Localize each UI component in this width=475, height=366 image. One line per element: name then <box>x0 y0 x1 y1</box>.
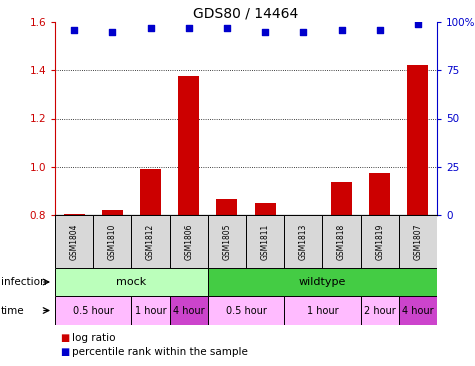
Bar <box>55 215 93 268</box>
Text: GSM1806: GSM1806 <box>184 223 193 260</box>
Bar <box>399 296 437 325</box>
Text: GSM1804: GSM1804 <box>70 223 78 260</box>
Bar <box>178 76 199 215</box>
Text: GSM1810: GSM1810 <box>108 223 117 260</box>
Text: 1 hour: 1 hour <box>135 306 166 315</box>
Bar <box>170 296 208 325</box>
Text: 1 hour: 1 hour <box>306 306 338 315</box>
Text: time: time <box>1 306 25 315</box>
Bar <box>55 296 132 325</box>
Bar <box>170 215 208 268</box>
Point <box>261 29 269 34</box>
Text: log ratio: log ratio <box>72 333 115 343</box>
Bar <box>55 268 208 296</box>
Point <box>338 27 345 33</box>
Bar <box>64 214 85 215</box>
Text: wildtype: wildtype <box>299 277 346 287</box>
Text: percentile rank within the sample: percentile rank within the sample <box>72 347 247 357</box>
Bar <box>208 296 284 325</box>
Point <box>147 25 154 31</box>
Text: ■: ■ <box>60 333 69 343</box>
Text: GSM1812: GSM1812 <box>146 223 155 259</box>
Bar <box>217 199 238 215</box>
Bar <box>140 169 161 215</box>
Text: GSM1819: GSM1819 <box>375 223 384 260</box>
Point <box>376 27 383 33</box>
Bar <box>323 215 361 268</box>
Point <box>70 27 78 33</box>
Text: GSM1811: GSM1811 <box>261 223 270 259</box>
Bar <box>132 215 170 268</box>
Bar <box>246 215 284 268</box>
Text: 4 hour: 4 hour <box>173 306 205 315</box>
Text: 4 hour: 4 hour <box>402 306 434 315</box>
Bar <box>284 296 361 325</box>
Bar <box>369 173 390 215</box>
Point <box>223 25 231 31</box>
Point <box>108 29 116 34</box>
Bar <box>331 182 352 215</box>
Text: GSM1813: GSM1813 <box>299 223 308 260</box>
Bar <box>408 66 428 215</box>
Bar <box>361 296 399 325</box>
Bar <box>255 203 276 215</box>
Bar <box>208 268 437 296</box>
Text: mock: mock <box>116 277 146 287</box>
Bar <box>132 296 170 325</box>
Text: ■: ■ <box>60 347 69 357</box>
Title: GDS80 / 14464: GDS80 / 14464 <box>193 7 299 21</box>
Bar <box>208 215 246 268</box>
Point <box>185 25 192 31</box>
Text: 2 hour: 2 hour <box>364 306 396 315</box>
Text: GSM1818: GSM1818 <box>337 223 346 259</box>
Bar <box>102 210 123 215</box>
Text: GSM1805: GSM1805 <box>222 223 231 260</box>
Bar <box>93 215 132 268</box>
Point <box>414 21 422 27</box>
Text: GSM1807: GSM1807 <box>413 223 422 260</box>
Text: 0.5 hour: 0.5 hour <box>73 306 114 315</box>
Text: 0.5 hour: 0.5 hour <box>226 306 266 315</box>
Bar <box>284 215 323 268</box>
Text: infection: infection <box>1 277 47 287</box>
Point <box>300 29 307 34</box>
Bar <box>399 215 437 268</box>
Bar <box>361 215 399 268</box>
